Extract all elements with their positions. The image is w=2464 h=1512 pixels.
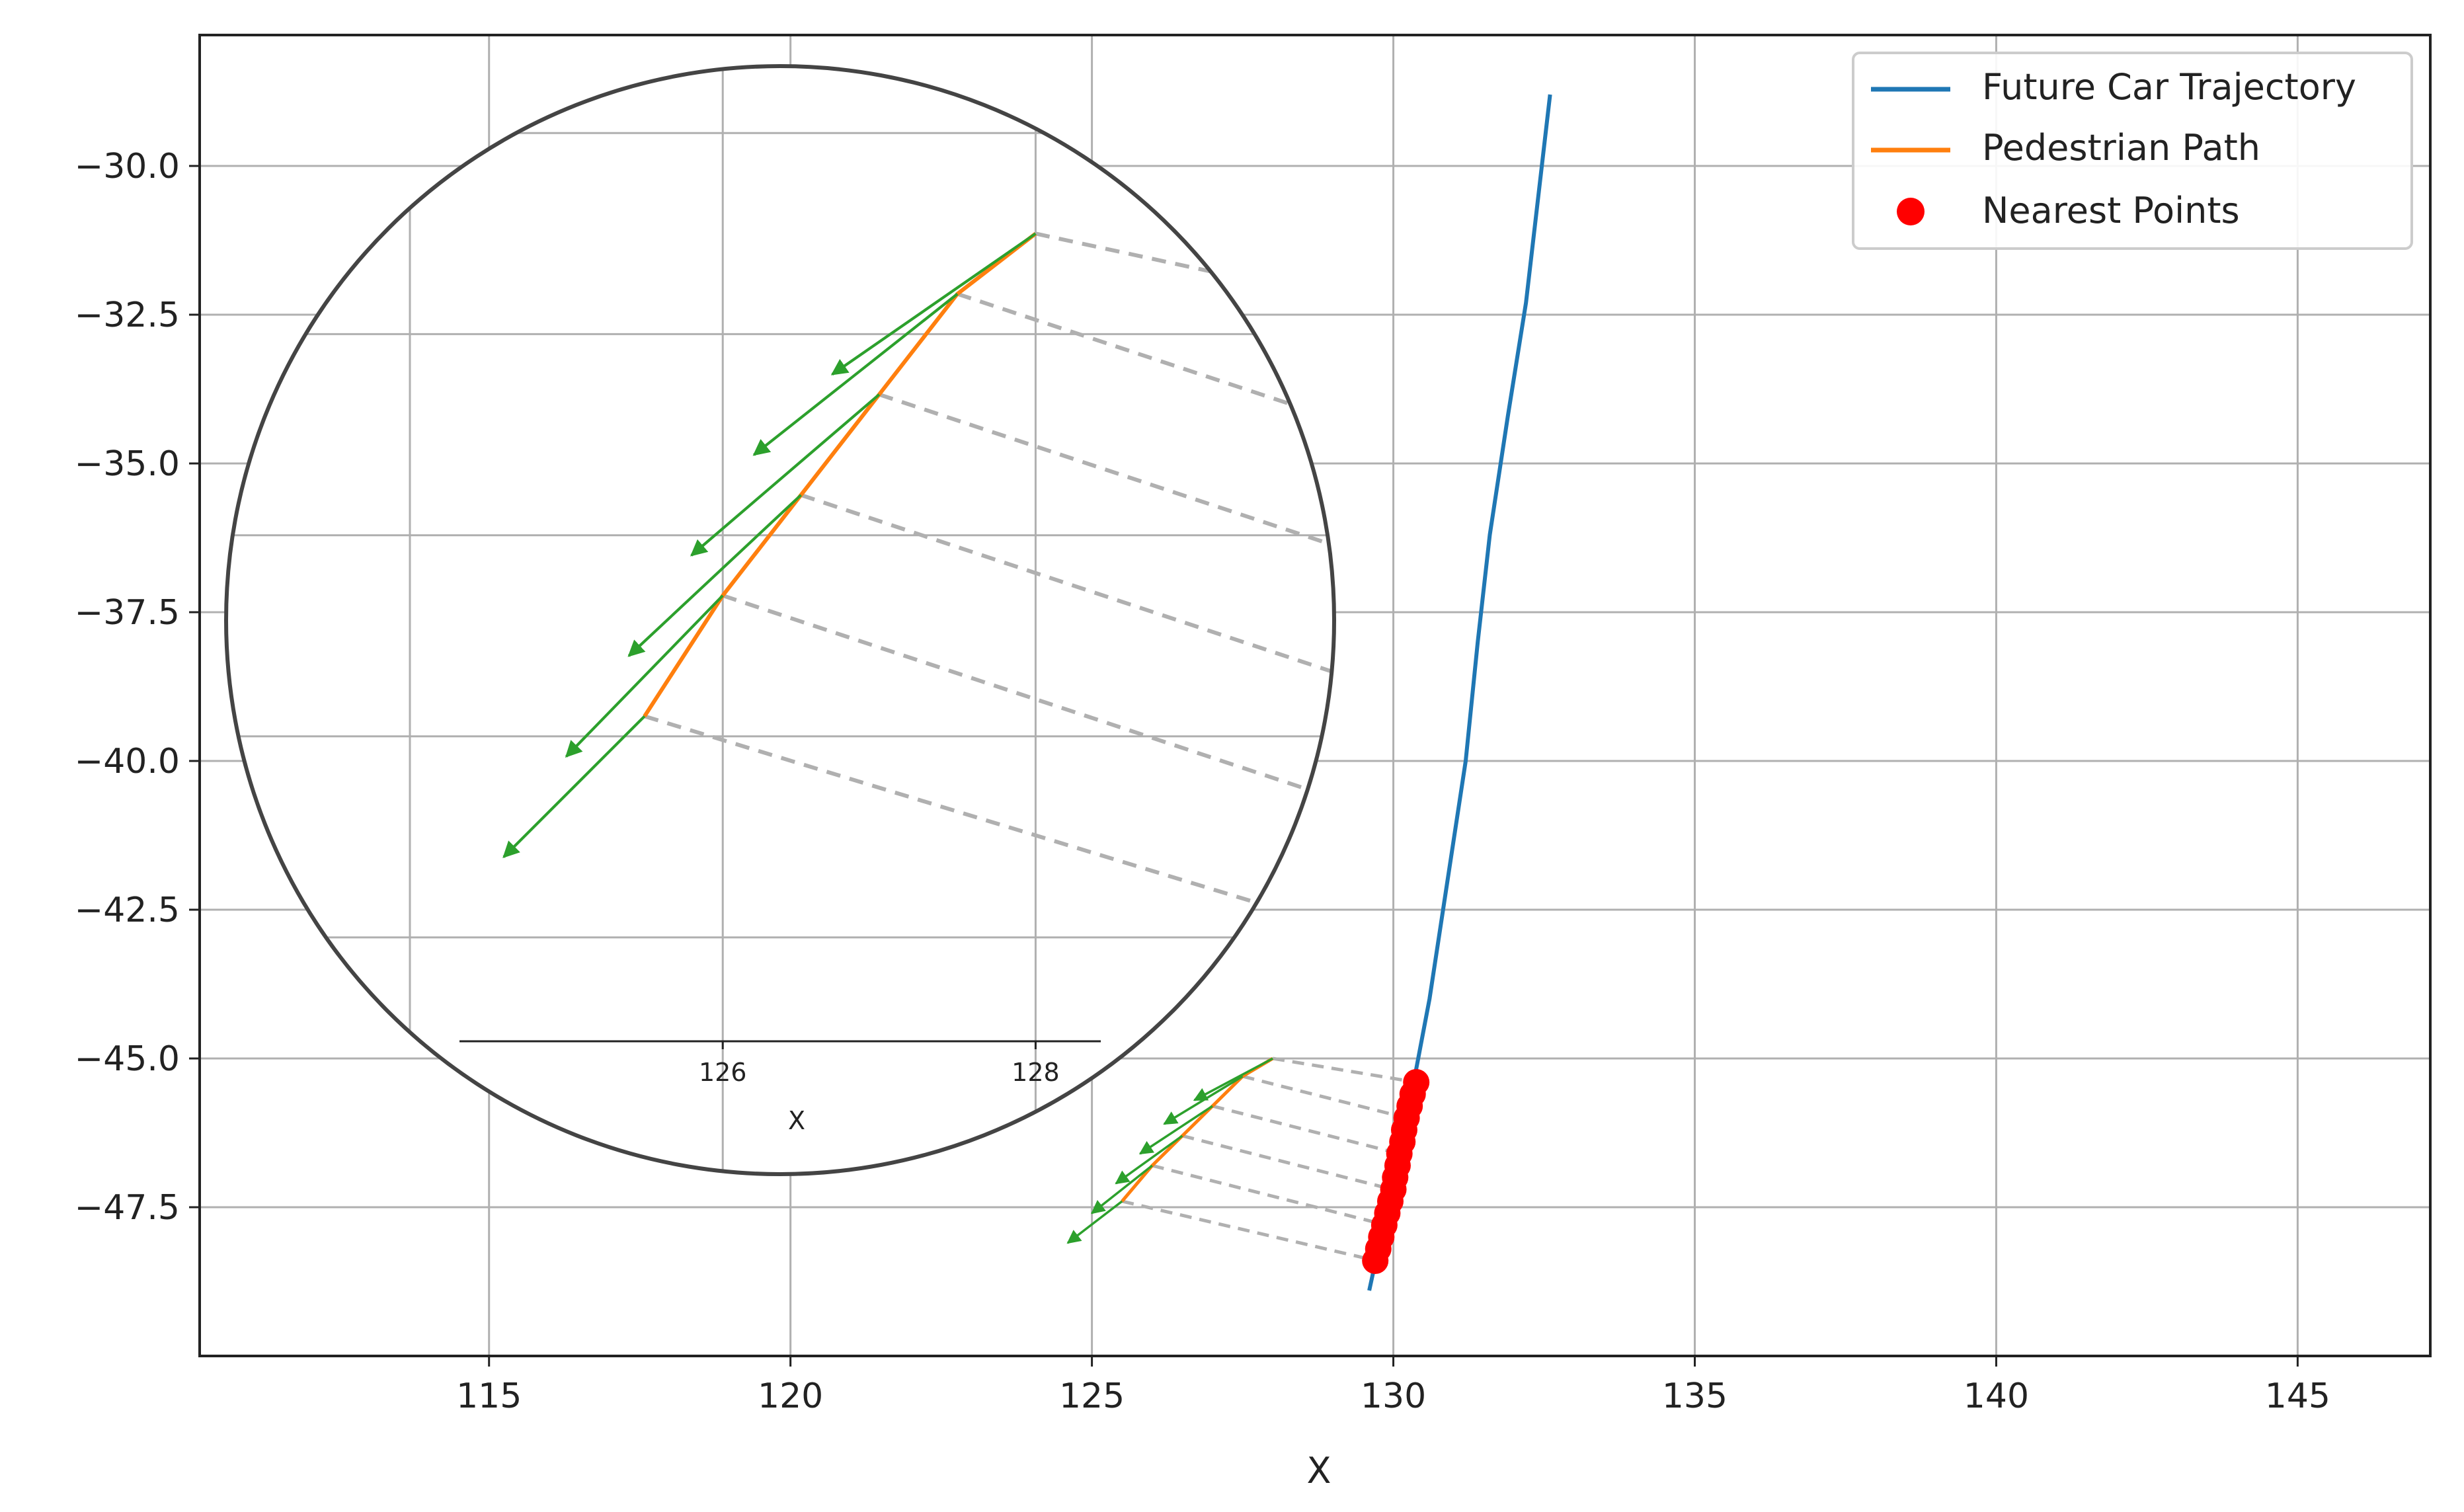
x-tick-label: 135 <box>1662 1376 1728 1416</box>
heading-arrow <box>690 393 881 557</box>
legend-label-car: Future Car Trajectory <box>1982 66 2356 108</box>
x-tick-label: 130 <box>1361 1376 1426 1416</box>
connector-line <box>1242 1074 1408 1120</box>
heading-arrow <box>830 232 1037 376</box>
y-tick-label: −37.5 <box>75 593 180 633</box>
connector-line <box>644 714 1306 920</box>
y-tick-label: −32.5 <box>75 296 180 335</box>
connector-line <box>1272 1056 1417 1084</box>
axis-ticks: 115 120 125 130 135 140 145 −30.0 −32.5 −35.0 −37.… <box>75 147 2330 1416</box>
heading-arrow <box>1115 1134 1183 1185</box>
legend-label-pedestrian: Pedestrian Path <box>1982 127 2260 169</box>
legend: Future Car Trajectory Pedestrian Path Ne… <box>1852 52 2413 250</box>
connector-line <box>1212 1104 1400 1156</box>
y-tick-label: −47.5 <box>75 1188 180 1228</box>
y-tick-label: −40.0 <box>75 742 180 781</box>
heading-arrow <box>1090 1164 1153 1214</box>
x-tick-label: 140 <box>1964 1376 2029 1416</box>
plot-marks <box>1066 94 1552 1291</box>
inset-x-axis-label: X <box>788 1106 805 1135</box>
connector-line <box>1121 1199 1377 1263</box>
inset-x-tick-label: 128 <box>1012 1058 1060 1087</box>
x-axis-label: X <box>1307 1450 1331 1492</box>
inset-background <box>226 66 1334 1174</box>
inset-border <box>224 64 1336 1176</box>
pedestrian-path-line <box>1121 1056 1274 1203</box>
connector-line <box>1181 1134 1393 1191</box>
heading-arrow <box>752 292 959 456</box>
pedestrian-path-line <box>643 231 1037 717</box>
connector-line <box>957 292 1334 437</box>
inset-x-tick-label: 126 <box>699 1058 747 1087</box>
connector-line <box>722 593 1331 799</box>
heading-arrow <box>627 494 802 657</box>
y-tick-label: −42.5 <box>75 891 180 930</box>
y-tick-label: −45.0 <box>75 1039 180 1079</box>
heading-arrow <box>565 594 724 758</box>
x-tick-label: 125 <box>1059 1376 1125 1416</box>
x-tick-label: 120 <box>758 1376 823 1416</box>
x-tick-label: 115 <box>456 1376 522 1416</box>
inset-grid <box>226 66 1334 1174</box>
heading-arrow <box>1066 1200 1123 1244</box>
inset-x-axis: 126 128 <box>459 1040 1101 1087</box>
x-tick-label: 145 <box>2265 1376 2330 1416</box>
y-tick-label: −30.0 <box>75 147 180 186</box>
connector-line <box>1152 1164 1387 1227</box>
heading-arrow <box>1138 1105 1213 1155</box>
legend-frame <box>1852 52 2413 250</box>
connector-line <box>800 493 1334 678</box>
heading-arrow <box>502 715 646 859</box>
nearest-point <box>1403 1069 1430 1095</box>
connector-line <box>878 392 1334 557</box>
legend-swatch-nearest <box>1897 198 1925 225</box>
y-tick-label: −35.0 <box>75 444 180 484</box>
legend-label-nearest: Nearest Points <box>1982 190 2240 231</box>
heading-arrow <box>1193 1057 1273 1101</box>
heading-arrow <box>1163 1075 1244 1125</box>
inset-zoom: 126 128 X <box>224 64 1336 1176</box>
plot-frame <box>198 34 2432 1357</box>
